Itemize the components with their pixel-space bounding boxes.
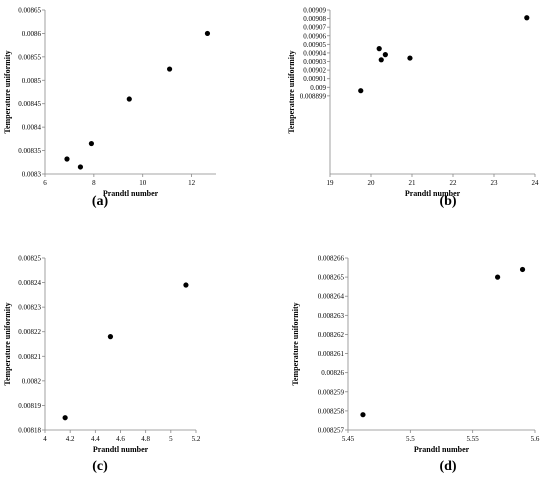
x-tick-label: 4.8 xyxy=(141,435,150,443)
x-axis-label: Prandtl number xyxy=(414,445,470,454)
y-tick-label: 0.00835 xyxy=(18,147,41,155)
y-tick-label: 0.00855 xyxy=(18,53,41,61)
y-tick-label: 0.00845 xyxy=(18,100,41,108)
y-tick-label: 0.00906 xyxy=(303,32,326,40)
y-tick-label: 0.00905 xyxy=(303,41,326,49)
data-point xyxy=(376,46,382,52)
x-tick-label: 5.45 xyxy=(342,435,355,443)
data-point xyxy=(519,266,526,273)
y-tick-label: 0.008265 xyxy=(318,274,345,282)
panel-1: 19 20 21 22 23 240.0088990.0090.009010.009020… xyxy=(287,7,539,210)
x-tick-label: 5 xyxy=(169,435,173,443)
panel-2: 4 4.2 4.4 4.6 4.8 5 5.2 0.00818 0.00819 0.0082 0.0… xyxy=(3,255,201,475)
data-point xyxy=(382,52,388,58)
y-tick-label: 0.00903 xyxy=(303,58,326,66)
y-tick-label: 0.00821 xyxy=(18,353,41,361)
y-tick-label: 0.008257 xyxy=(318,427,345,435)
y-tick-label: 0.00907 xyxy=(303,24,326,32)
y-tick-label: 0.008899 xyxy=(300,92,327,100)
x-tick-label: 4 xyxy=(43,435,47,443)
panel-3: 5.45 5.5 5.55 5.6 0.008257 0.008258 0.008259 0.… xyxy=(291,255,540,475)
data-point xyxy=(166,66,173,72)
data-point xyxy=(524,15,530,21)
data-point xyxy=(407,55,413,61)
data-point xyxy=(495,274,501,280)
x-tick-label: 5.6 xyxy=(531,435,540,443)
x-tick-label: 6 xyxy=(43,179,47,187)
y-tick-label: 0.0086 xyxy=(22,30,42,38)
panel-label: (a) xyxy=(92,194,109,209)
x-tick-label: 19 xyxy=(327,179,335,187)
data-point xyxy=(62,415,68,421)
y-tick-label: 0.00822 xyxy=(18,328,41,336)
y-tick-label: 0.00818 xyxy=(18,427,41,435)
y-tick-label: 0.00823 xyxy=(18,304,41,312)
x-tick-label: 10 xyxy=(139,179,147,187)
y-tick-label: 0.00865 xyxy=(18,7,41,15)
x-tick-label: 24 xyxy=(532,179,540,187)
data-point xyxy=(358,88,364,94)
y-axis-label: Temperature uniformity xyxy=(291,302,300,385)
x-axis-label: Prandtl number xyxy=(405,189,461,198)
x-tick-label: 8 xyxy=(92,179,96,187)
panel-0: 6 8 10 12 0.0083 0.00835 0.0084 0.00845 0.0085 0.… xyxy=(3,7,216,209)
y-tick-label: 0.008258 xyxy=(318,407,345,415)
x-tick-label: 5.2 xyxy=(192,435,201,443)
y-tick-label: 0.00902 xyxy=(303,67,326,75)
y-tick-label: 0.00824 xyxy=(18,279,41,287)
panel-label: (d) xyxy=(439,459,456,474)
y-tick-label: 0.0085 xyxy=(22,77,42,85)
y-axis-label: Temperature uniformity xyxy=(3,50,12,133)
y-tick-label: 0.00901 xyxy=(303,75,326,83)
y-tick-label: 0.00826 xyxy=(321,369,344,377)
y-tick-label: 0.008259 xyxy=(318,388,345,396)
data-point xyxy=(204,30,211,37)
y-tick-label: 0.0082 xyxy=(22,377,42,385)
panel-label: (b) xyxy=(439,194,456,209)
y-tick-label: 0.008261 xyxy=(318,350,345,358)
data-point xyxy=(88,140,95,147)
panel-label: (c) xyxy=(92,459,108,474)
x-tick-label: 22 xyxy=(450,179,458,187)
data-point xyxy=(378,57,384,63)
y-axis-label: Temperature uniformity xyxy=(3,302,12,385)
data-point xyxy=(183,282,189,288)
y-tick-label: 0.00904 xyxy=(303,49,326,57)
data-point xyxy=(360,412,366,418)
x-tick-label: 20 xyxy=(368,179,376,187)
x-tick-label: 4.2 xyxy=(66,435,75,443)
data-point xyxy=(126,96,132,102)
y-tick-label: 0.008262 xyxy=(318,331,345,339)
y-tick-label: 0.008266 xyxy=(318,255,345,263)
x-tick-label: 5.55 xyxy=(467,435,480,443)
y-tick-label: 0.008263 xyxy=(318,312,345,320)
y-tick-label: 0.00909 xyxy=(303,7,326,15)
y-tick-label: 0.00908 xyxy=(303,15,326,23)
data-point xyxy=(64,156,70,162)
x-axis-label: Prandtl number xyxy=(103,189,159,198)
y-tick-label: 0.00825 xyxy=(18,255,41,263)
y-tick-label: 0.0083 xyxy=(22,171,42,179)
data-point xyxy=(77,164,84,170)
y-axis-label: Temperature uniformity xyxy=(287,50,296,133)
x-tick-label: 21 xyxy=(409,179,417,187)
data-point xyxy=(107,334,114,340)
x-tick-label: 4.6 xyxy=(116,435,125,443)
y-tick-label: 0.0084 xyxy=(22,124,42,132)
x-tick-label: 23 xyxy=(491,179,499,187)
y-tick-label: 0.009 xyxy=(310,84,326,92)
y-tick-label: 0.008264 xyxy=(318,293,345,301)
x-axis-label: Prandtl number xyxy=(93,445,149,454)
x-tick-label: 5.5 xyxy=(406,435,415,443)
y-tick-label: 0.00819 xyxy=(18,402,41,410)
x-tick-label: 12 xyxy=(188,179,196,187)
x-tick-label: 4.4 xyxy=(91,435,100,443)
